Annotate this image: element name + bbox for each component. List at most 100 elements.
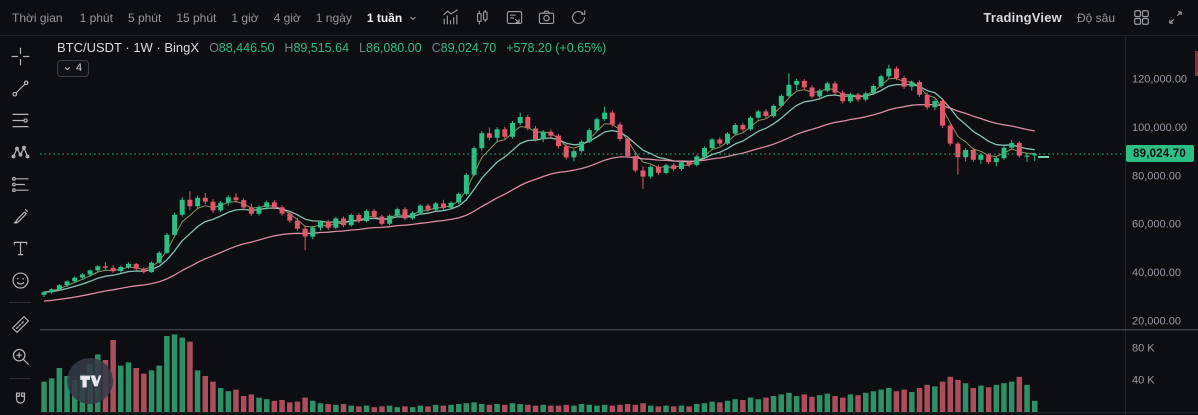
candles-style-button[interactable] <box>471 7 493 29</box>
price-axis[interactable]: 120,000.00 100,000.00 80,000.00 60,000.00 40… <box>1132 74 1187 387</box>
volume-bar <box>125 362 132 412</box>
volume-bar <box>901 389 907 412</box>
depth-button[interactable]: Độ sâu <box>1076 10 1115 25</box>
volume-bar <box>801 394 808 412</box>
xabcd-pattern-tool-button[interactable] <box>5 138 35 167</box>
candle-body <box>1032 154 1038 156</box>
volume-bar <box>217 388 224 412</box>
volume-bar <box>48 378 55 412</box>
candle-body <box>533 128 538 140</box>
tradingview-watermark-logo[interactable] <box>67 358 113 404</box>
candle-body <box>786 84 792 96</box>
brush-tool-button[interactable] <box>5 202 35 231</box>
candle-body <box>625 139 631 156</box>
candle-body <box>855 94 861 100</box>
candle-body <box>210 201 216 211</box>
volume-bar <box>64 376 70 412</box>
magnet-tool-button[interactable] <box>5 386 35 415</box>
fullscreen-button[interactable] <box>1164 7 1186 29</box>
price-tick-label: 120,000.00 <box>1132 74 1187 86</box>
volume-bar <box>916 388 923 412</box>
interval-button-1-ngay[interactable]: 1 ngày <box>315 10 352 25</box>
ruler-tool-button[interactable] <box>5 310 35 339</box>
candle-body <box>64 281 70 286</box>
candle-body <box>264 202 270 207</box>
candle-body <box>725 133 730 144</box>
volume-bar <box>909 392 915 412</box>
interval-button-4-gio[interactable]: 4 giờ <box>273 10 301 25</box>
volume-bar <box>1016 376 1023 412</box>
interval-button-1-tuan[interactable]: 1 tuần <box>366 10 403 25</box>
candle-body <box>333 218 339 228</box>
grid-layout-icon <box>1133 10 1149 25</box>
volume-bar <box>317 403 324 412</box>
candle-body <box>95 266 101 271</box>
candle-body <box>809 87 815 97</box>
interval-button-15-phut[interactable]: 15 phút <box>176 10 217 25</box>
interval-button-1-phut[interactable]: 1 phút <box>79 10 113 25</box>
volume-bar <box>809 396 815 412</box>
price-tick-label: 20,000.00 <box>1132 316 1181 328</box>
interval-button-1-gio[interactable]: 1 giờ <box>231 10 259 25</box>
volume-bar <box>571 405 577 412</box>
candle-body <box>886 68 892 77</box>
ohlc-close: C89,024.70 <box>431 41 497 55</box>
volume-bar <box>1032 400 1038 412</box>
volume-bar <box>118 365 124 412</box>
volume-bar <box>732 399 738 412</box>
trend-line-tool-button[interactable] <box>5 74 35 103</box>
candle-body <box>517 117 523 124</box>
volume-bar <box>386 405 393 412</box>
volume-bar <box>425 406 431 412</box>
candle-body <box>141 268 147 273</box>
symbol-title[interactable]: BTC/USDT · 1W · BingX <box>57 40 200 55</box>
volume-bar <box>279 400 285 412</box>
indicators-button[interactable] <box>439 7 461 29</box>
candle-body <box>279 207 285 214</box>
interval-dropdown-caret[interactable] <box>407 12 419 24</box>
candle-body <box>341 218 346 226</box>
volume-bar <box>594 405 600 412</box>
candle-body <box>717 139 723 144</box>
volume-bar <box>325 404 331 412</box>
interval-menu-label[interactable]: Thời gian <box>12 10 63 25</box>
candle-body <box>402 209 408 219</box>
long-position-tool-button[interactable] <box>5 170 35 199</box>
volume-bar <box>310 400 316 412</box>
candle-body <box>302 228 308 237</box>
volume-bar <box>624 404 631 412</box>
volume-bar <box>648 405 654 412</box>
candle-body <box>233 197 239 201</box>
volume-bar <box>409 407 416 412</box>
volume-bar <box>609 405 616 412</box>
last-price-badge: 89,024.70 <box>1126 145 1194 162</box>
candle-body <box>126 263 131 267</box>
crosshair-tool-button[interactable] <box>5 42 35 71</box>
indicators-collapse-button[interactable]: 4 <box>57 60 90 77</box>
volume-bar <box>41 381 47 412</box>
volume-bar <box>978 385 984 412</box>
tv-logo-icon <box>80 375 102 388</box>
interval-buttons: 1 phút 5 phút 15 phút 1 giờ 4 giờ 1 ngày 1 tuầ… <box>79 9 404 27</box>
candle-body <box>387 215 393 224</box>
volume-bar <box>962 383 969 412</box>
chart-canvas[interactable]: 120,000.00 100,000.00 80,000.00 60,000.00 40… <box>0 36 1198 415</box>
candle-body <box>494 129 500 138</box>
candle-body <box>686 162 692 165</box>
fib-retracement-tool-button[interactable] <box>5 106 35 135</box>
ohlc-high: H89,515.64 <box>284 41 350 55</box>
screenshot-button[interactable] <box>535 7 557 29</box>
emoji-tool-button[interactable] <box>5 266 35 295</box>
volume-bar <box>294 401 301 412</box>
reset-chart-button[interactable] <box>567 7 589 29</box>
pane-separator[interactable] <box>40 329 1198 331</box>
volume-bar <box>402 406 408 412</box>
tradingview-logo-text[interactable]: TradingView <box>983 10 1062 25</box>
zoom-in-tool-button[interactable] <box>5 342 35 371</box>
interval-button-5-phut[interactable]: 5 phút <box>127 10 162 25</box>
grid-layout-button[interactable] <box>1130 7 1152 29</box>
price-tick-label: 40,000.00 <box>1132 267 1181 279</box>
text-tool-button[interactable] <box>5 234 35 263</box>
compare-button[interactable] <box>503 7 525 29</box>
volume-bar <box>840 397 846 412</box>
